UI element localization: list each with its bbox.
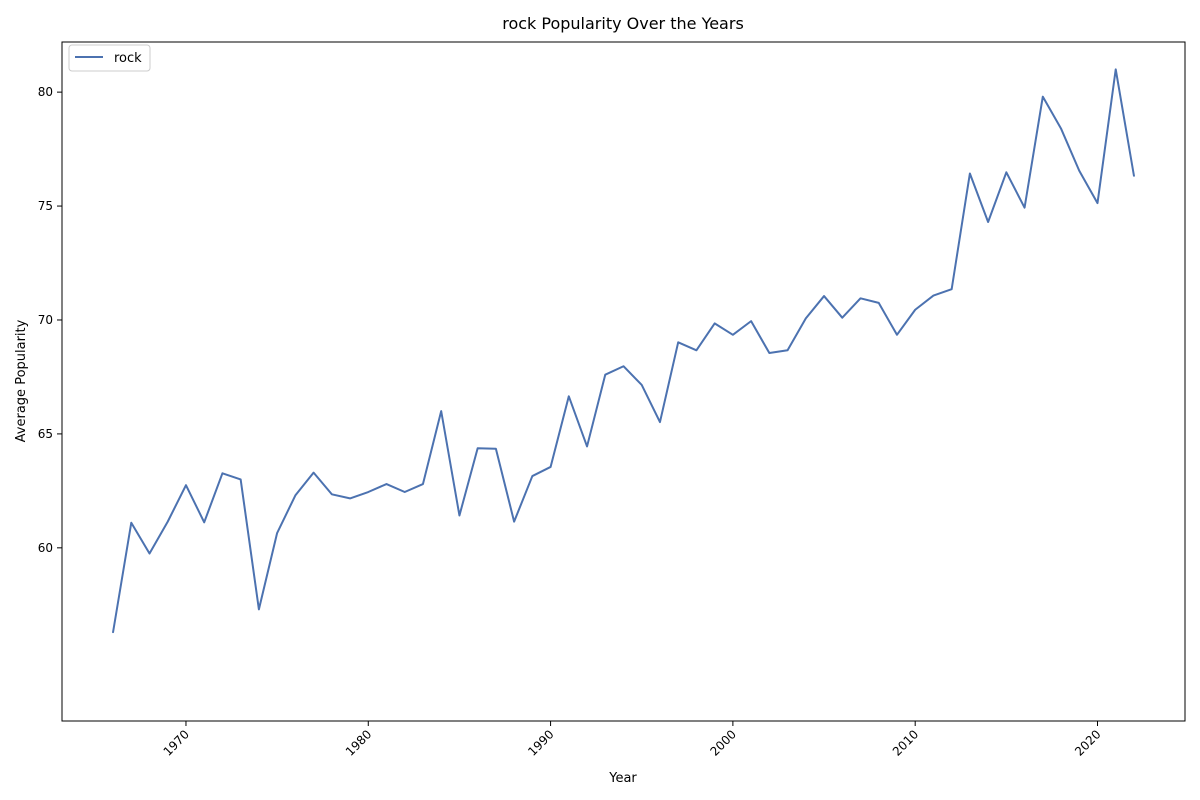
x-tick-label: 2010	[890, 727, 921, 758]
legend-frame	[68, 44, 151, 72]
y-tick-label: 65	[38, 427, 53, 441]
x-tick-label: 1990	[525, 727, 556, 758]
y-axis-label: Average Popularity	[14, 319, 29, 442]
y-axis: 60 65 70 75 80	[38, 85, 62, 555]
plot-frame	[61, 41, 1186, 722]
y-tick-label: 70	[38, 313, 53, 327]
y-tick-label: 75	[38, 199, 53, 213]
x-tick-label: 1970	[161, 727, 192, 758]
chart-title: rock Popularity Over the Years	[502, 14, 744, 33]
x-tick-label: 1980	[343, 727, 374, 758]
y-tick-label: 60	[38, 541, 53, 555]
x-axis-label: Year	[608, 771, 637, 786]
x-tick-label: 2020	[1072, 727, 1103, 758]
legend-label: rock	[114, 51, 142, 66]
x-axis: 1970 1980 1990 2000 2010 2020	[161, 721, 1104, 759]
y-tick-label: 80	[38, 85, 53, 99]
x-tick-label: 2000	[708, 727, 739, 758]
plot-area	[112, 68, 1135, 634]
legend: rock	[68, 44, 151, 72]
series-line-rock	[112, 68, 1135, 634]
